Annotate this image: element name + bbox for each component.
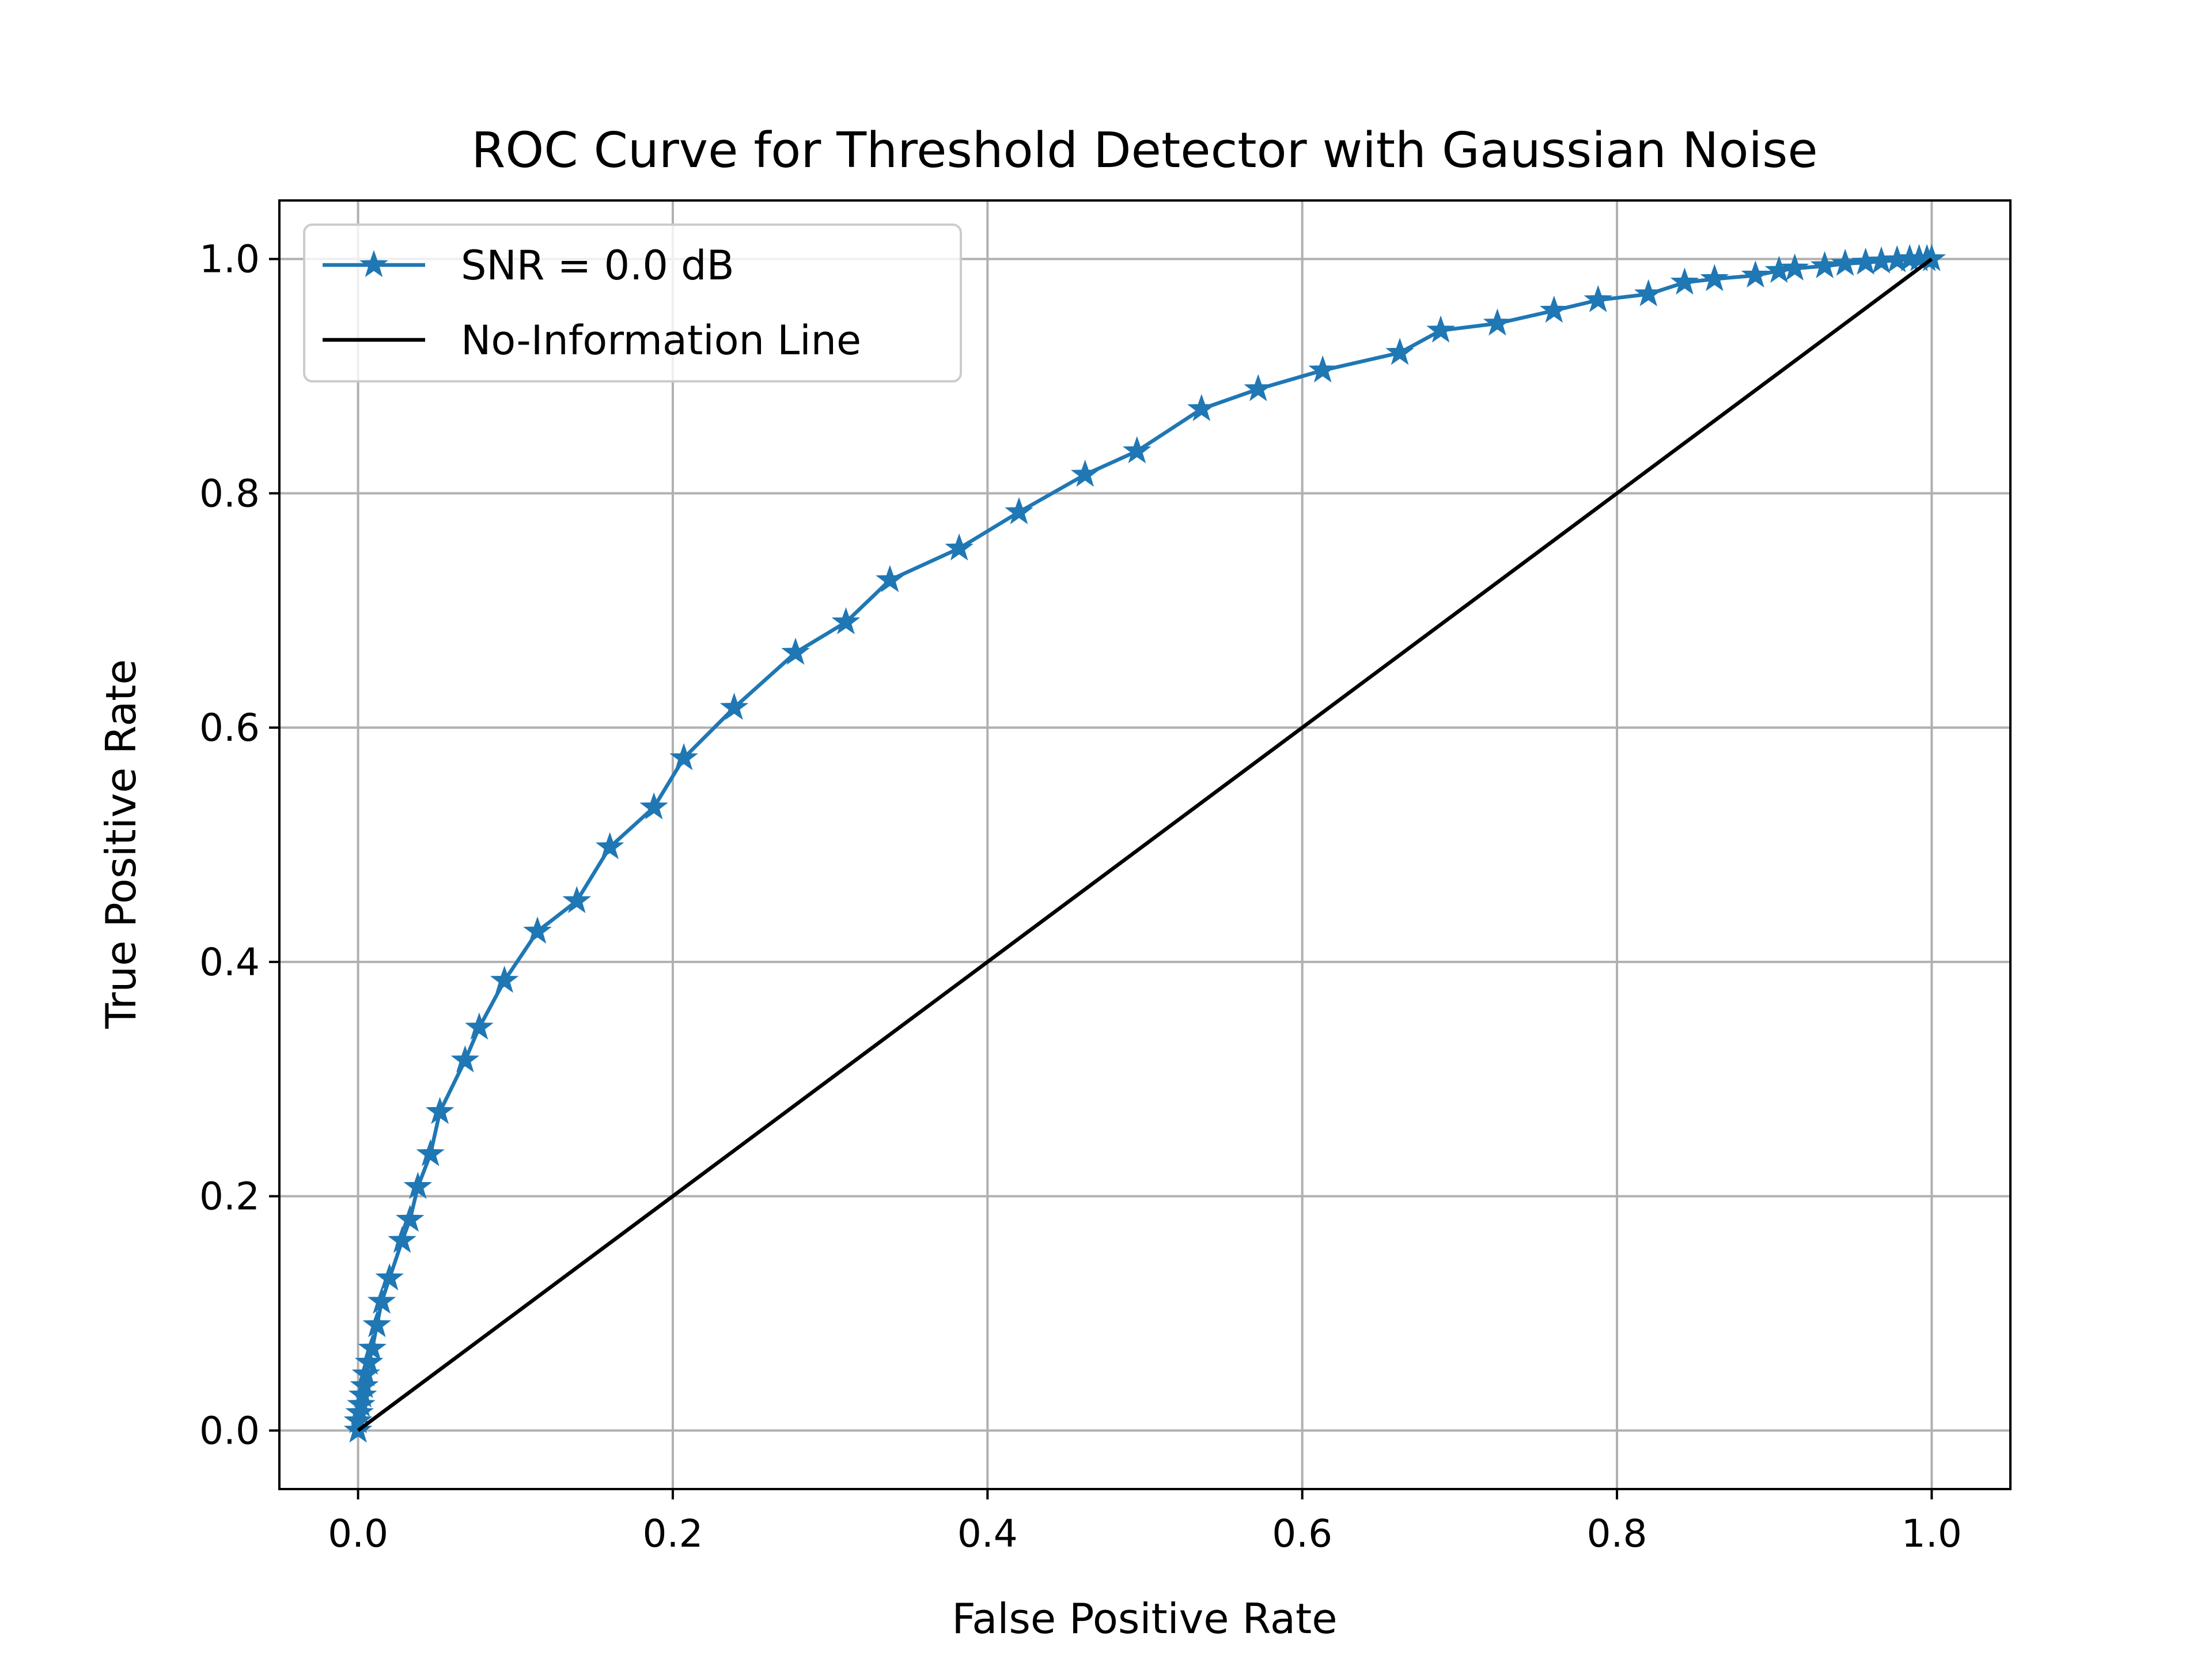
- y-tick-label: 0.4: [199, 940, 260, 984]
- legend-item-1: No-Information Line: [323, 317, 861, 364]
- data-point: [416, 1139, 445, 1166]
- data-point: [347, 1389, 376, 1417]
- data-point: [1917, 244, 1946, 271]
- data-point: [358, 1333, 387, 1361]
- data-point: [523, 916, 552, 944]
- data-point: [1187, 393, 1216, 422]
- data-point: [425, 1097, 454, 1124]
- x-tick-label: 0.6: [1272, 1512, 1332, 1556]
- data-point: [1700, 264, 1729, 291]
- data-point: [388, 1225, 416, 1253]
- legend-label: SNR = 0.0 dB: [461, 242, 734, 289]
- y-axis-label: True Positive Rate: [97, 659, 145, 1029]
- data-point: [490, 965, 519, 993]
- x-tick-label: 0.2: [642, 1512, 703, 1556]
- y-tick-label: 0.0: [199, 1408, 260, 1453]
- data-point: [349, 1380, 377, 1408]
- data-point: [639, 792, 668, 820]
- x-axis-label: False Positive Rate: [952, 1594, 1337, 1643]
- data-point: [403, 1172, 433, 1199]
- data-point: [562, 886, 592, 914]
- series-line: [357, 257, 1933, 1432]
- series-0: [343, 244, 1946, 1443]
- data-point: [1741, 260, 1770, 288]
- data-point: [1123, 436, 1152, 464]
- data-point: [945, 533, 974, 561]
- data-point: [1584, 285, 1612, 312]
- data-point: [831, 607, 861, 635]
- data-point: [1810, 251, 1839, 278]
- data-point: [1483, 308, 1512, 336]
- y-axis-ticks: 0.0 0.2 0.4 0.6 0.8 1.0: [199, 237, 279, 1453]
- chart-title: ROC Curve for Threshold Detector with Ga…: [471, 122, 1817, 179]
- x-tick-label: 0.4: [957, 1512, 1018, 1556]
- y-tick-label: 0.8: [199, 471, 260, 516]
- y-tick-label: 1.0: [199, 237, 260, 282]
- data-point: [1385, 338, 1414, 365]
- data-point: [1070, 459, 1100, 487]
- data-point: [669, 743, 698, 771]
- series-layer: [343, 244, 1946, 1443]
- data-point: [1781, 253, 1809, 281]
- legend: SNR = 0.0 dB No-Information Line: [303, 224, 962, 382]
- data-point: [465, 1012, 494, 1040]
- data-point: [1426, 315, 1455, 343]
- x-tick-label: 0.8: [1587, 1512, 1647, 1556]
- data-point: [1005, 497, 1033, 525]
- x-tick-label: 0.0: [328, 1512, 388, 1556]
- data-point: [450, 1045, 480, 1073]
- data-point: [1244, 374, 1273, 402]
- data-point: [1634, 279, 1663, 306]
- series-1: [357, 257, 1933, 1432]
- data-point: [1540, 296, 1569, 323]
- x-tick-label: 1.0: [1902, 1512, 1962, 1556]
- y-tick-label: 0.6: [199, 706, 260, 750]
- legend-box: [303, 224, 962, 382]
- legend-label: No-Information Line: [461, 317, 861, 364]
- data-point: [719, 692, 749, 720]
- legend-item-0: SNR = 0.0 dB: [323, 242, 734, 289]
- legend-star-icon: [359, 249, 388, 278]
- data-point: [1308, 355, 1338, 382]
- grid: [279, 200, 2010, 1489]
- data-point: [781, 637, 810, 665]
- data-point: [876, 565, 904, 592]
- y-tick-label: 0.2: [199, 1175, 260, 1219]
- data-point: [367, 1286, 396, 1314]
- data-point: [396, 1205, 425, 1232]
- data-point: [350, 1370, 379, 1399]
- data-point: [375, 1263, 404, 1291]
- data-point: [362, 1310, 392, 1338]
- data-point: [1670, 267, 1699, 295]
- x-axis-ticks: 0.0 0.2 0.4 0.6 0.8 1.0: [328, 1489, 1962, 1556]
- data-point: [595, 832, 624, 859]
- plot-frame: [278, 199, 2012, 1490]
